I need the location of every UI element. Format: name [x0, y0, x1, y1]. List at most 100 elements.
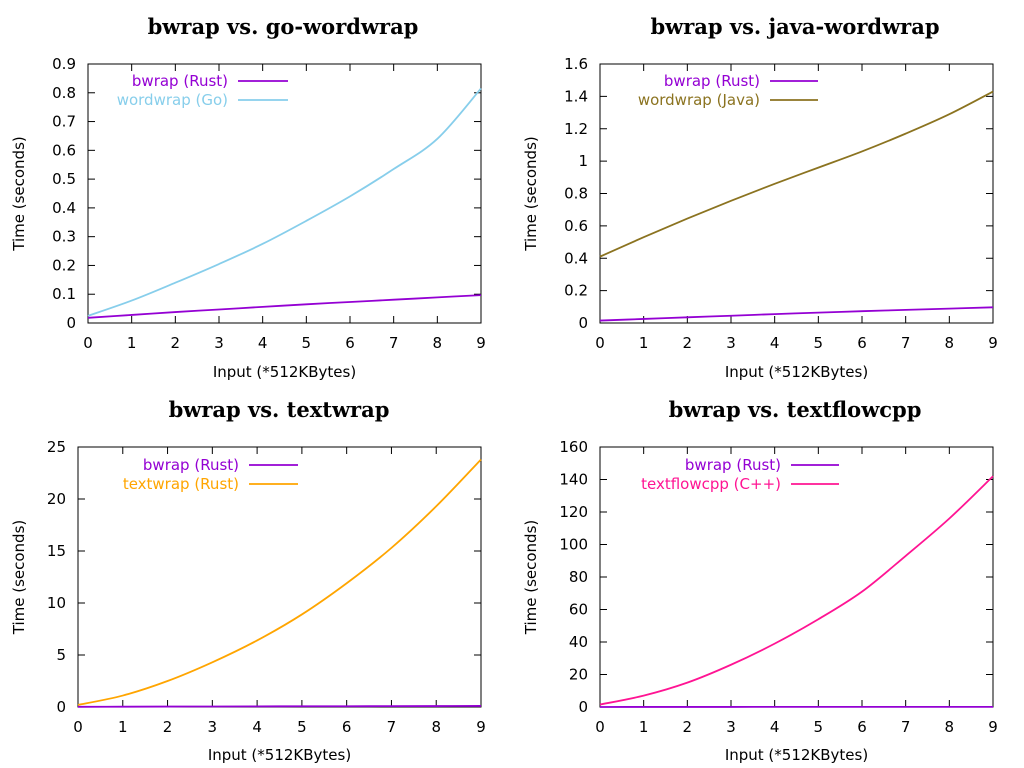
- y-tick-label: 120: [559, 503, 588, 521]
- legend-label: textwrap (Rust): [123, 475, 239, 493]
- y-tick-label: 1.4: [564, 87, 588, 105]
- x-tick-label: 2: [683, 718, 693, 736]
- x-tick-label: 3: [726, 718, 736, 736]
- x-tick-label: 3: [208, 718, 218, 736]
- chart-panel-3: bwrap vs. textwrap 0 5 10 15 20 25 0 1 2 3 4 5 6 7 8 9 In…: [10, 397, 486, 764]
- y-tick-label: 140: [559, 471, 588, 489]
- x-tick-label: 4: [770, 334, 780, 352]
- y-axis-label: Time (seconds): [522, 520, 540, 636]
- y-tick-label: 0.8: [52, 84, 76, 102]
- x-tick-label: 3: [214, 334, 224, 352]
- y-axis-label: Time (seconds): [522, 136, 540, 252]
- y-tick-label: 5: [56, 646, 66, 664]
- series-line-2: [599, 475, 994, 706]
- chart-title: bwrap vs. textflowcpp: [669, 397, 922, 422]
- y-tick-label: 10: [47, 594, 66, 612]
- x-tick-label: 4: [770, 718, 780, 736]
- series-line-1: [77, 705, 482, 708]
- y-tick-label: 0: [66, 314, 76, 332]
- x-tick-label: 5: [814, 334, 824, 352]
- y-tick-label: 0.4: [564, 249, 588, 267]
- chart-panel-4: bwrap vs. textflowcpp0204060801001201401…: [522, 397, 998, 764]
- legend-label: textflowcpp (C++): [641, 475, 781, 493]
- y-tick-label: 0.5: [52, 170, 76, 188]
- x-tick-label: 4: [258, 334, 268, 352]
- y-tick-label: 0.6: [564, 217, 588, 235]
- y-tick-label: 0: [578, 314, 588, 332]
- x-tick-label: 5: [302, 334, 312, 352]
- x-tick-label: 9: [988, 718, 998, 736]
- x-axis-label: Input (*512KBytes): [208, 746, 351, 764]
- x-tick-label: 6: [857, 334, 867, 352]
- series-line-1: [87, 294, 482, 319]
- y-tick-label: 0.4: [52, 199, 76, 217]
- plot-frame: [87, 63, 482, 324]
- x-tick-label: 8: [945, 334, 955, 352]
- y-tick-label: 20: [47, 490, 66, 508]
- x-tick-label: 7: [387, 718, 397, 736]
- x-tick-label: 9: [988, 334, 998, 352]
- x-tick-label: 2: [683, 334, 693, 352]
- legend-label: bwrap (Rust): [664, 72, 760, 90]
- x-tick-label: 6: [345, 334, 355, 352]
- x-tick-label: 8: [431, 718, 441, 736]
- x-tick-label: 8: [945, 718, 955, 736]
- x-tick-label: 9: [476, 334, 486, 352]
- y-tick-label: 60: [569, 601, 588, 619]
- x-tick-label: 0: [83, 334, 93, 352]
- x-tick-label: 0: [73, 718, 83, 736]
- x-tick-label: 6: [342, 718, 352, 736]
- y-tick-label: 1: [578, 152, 588, 170]
- y-tick-label: 0: [56, 698, 66, 716]
- x-tick-label: 0: [595, 718, 605, 736]
- x-axis-label: Input (*512KBytes): [725, 363, 868, 381]
- y-axis-label: Time (seconds): [10, 520, 28, 636]
- chart-panel-2: bwrap vs. java-wordwrap 0 0.2 0.4 0.6 0.8 1 1.2…: [522, 14, 998, 381]
- x-tick-label: 7: [901, 334, 911, 352]
- x-tick-label: 3: [726, 334, 736, 352]
- y-tick-label: 100: [559, 536, 588, 554]
- x-tick-label: 1: [127, 334, 137, 352]
- x-tick-label: 1: [639, 334, 649, 352]
- y-tick-label: 80: [569, 568, 588, 586]
- y-tick-label: 0: [578, 698, 588, 716]
- x-tick-label: 0: [595, 334, 605, 352]
- y-tick-label: 40: [569, 633, 588, 651]
- y-tick-label: 0.3: [52, 228, 76, 246]
- y-tick-label: 0.2: [52, 256, 76, 274]
- y-tick-label: 0.8: [564, 185, 588, 203]
- x-tick-label: 7: [389, 334, 399, 352]
- x-tick-label: 5: [814, 718, 824, 736]
- legend-label: wordwrap (Java): [638, 91, 760, 109]
- x-tick-label: 7: [901, 718, 911, 736]
- legend-label: bwrap (Rust): [132, 72, 228, 90]
- y-axis-label: Time (seconds): [10, 136, 28, 252]
- series-line-1: [599, 306, 994, 322]
- x-tick-label: 1: [118, 718, 128, 736]
- y-tick-label: 160: [559, 438, 588, 456]
- x-tick-label: 6: [857, 718, 867, 736]
- legend-label: bwrap (Rust): [143, 456, 239, 474]
- chart-title: bwrap vs. java-wordwrap: [650, 14, 939, 39]
- y-tick-label: 0.1: [52, 285, 76, 303]
- y-tick-label: 1.2: [564, 120, 588, 138]
- x-tick-label: 4: [252, 718, 262, 736]
- y-tick-label: 0.2: [564, 282, 588, 300]
- chart-panel-1: bwrap vs. go-wordwrap 0 0.1 0.2 0.3 0.4 0.5 0.6…: [10, 14, 486, 381]
- x-tick-label: 2: [171, 334, 181, 352]
- chart-title: bwrap vs. go-wordwrap: [148, 14, 419, 39]
- y-tick-label: 25: [47, 438, 66, 456]
- series-line-2: [599, 90, 994, 258]
- chart-title: bwrap vs. textwrap: [169, 397, 390, 422]
- y-tick-label: 1.6: [564, 55, 588, 73]
- x-tick-label: 2: [163, 718, 173, 736]
- series-line-2: [87, 87, 482, 317]
- x-tick-label: 9: [476, 718, 486, 736]
- x-tick-label: 8: [433, 334, 443, 352]
- legend-label: wordwrap (Go): [117, 91, 228, 109]
- x-axis-label: Input (*512KBytes): [213, 363, 356, 381]
- x-tick-label: 1: [639, 718, 649, 736]
- x-tick-label: 5: [297, 718, 307, 736]
- y-tick-label: 0.9: [52, 55, 76, 73]
